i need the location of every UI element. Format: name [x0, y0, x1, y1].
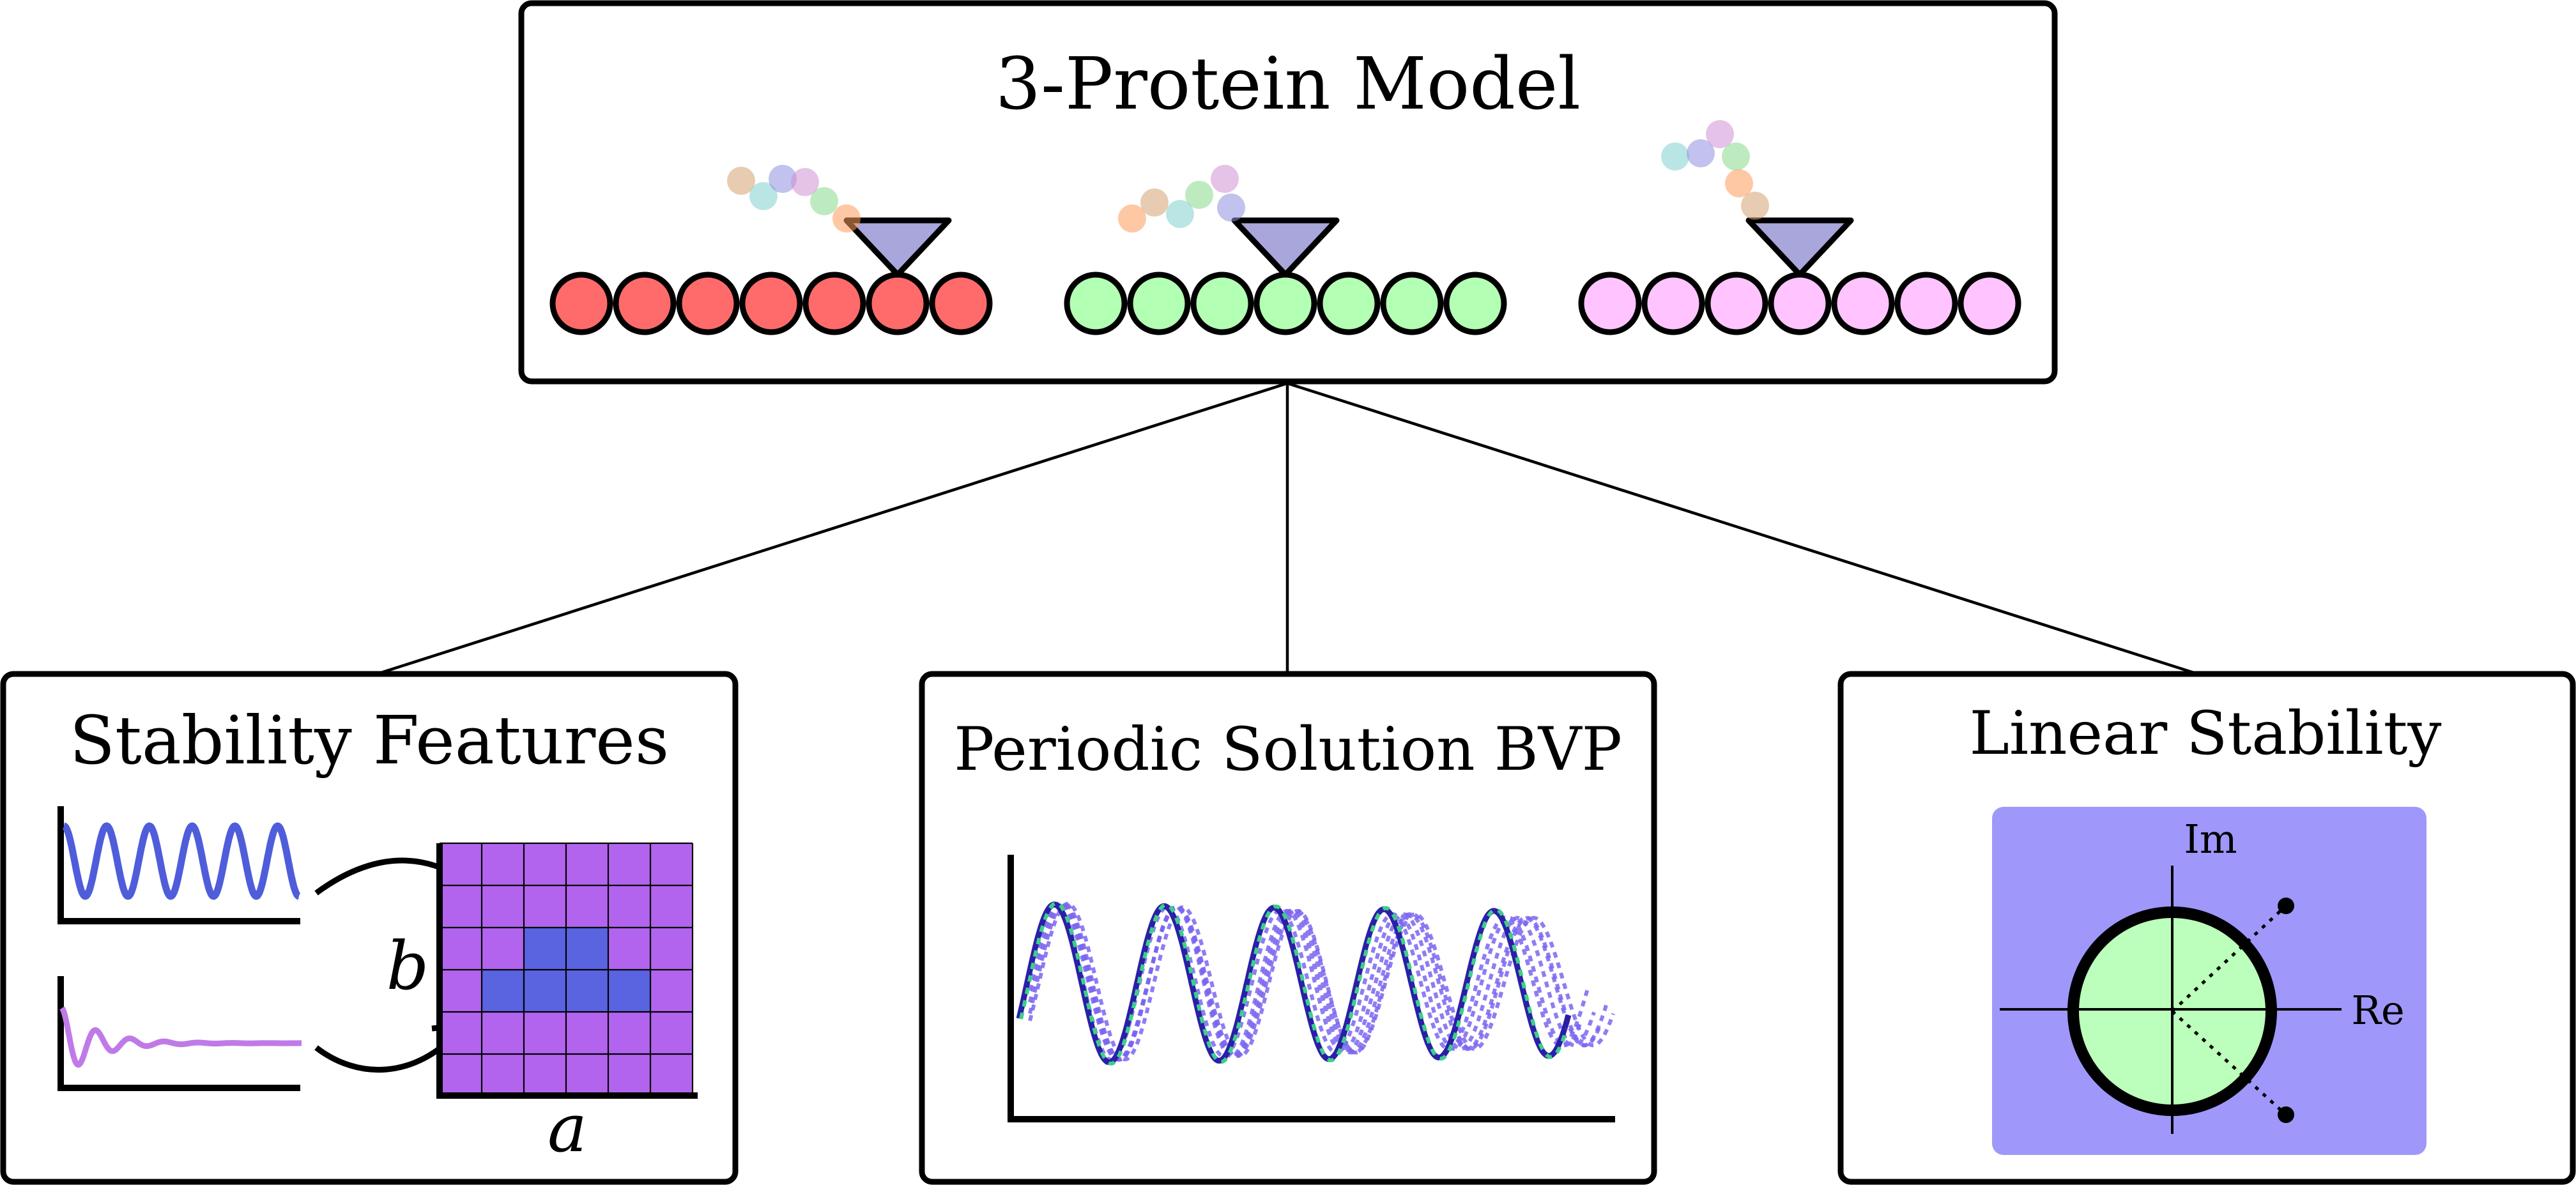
motor-protein-icon — [843, 217, 952, 278]
filament-bead — [866, 271, 930, 335]
oscillation-axes — [57, 806, 300, 924]
top-panel-title: 3-Protein Model — [995, 43, 1581, 126]
grid-cell-highlight — [566, 970, 608, 1012]
cargo-particle — [1118, 204, 1146, 233]
filament-bead — [1894, 271, 1958, 335]
cargo-particle — [1706, 120, 1734, 148]
filament-bead — [1705, 271, 1768, 335]
right-panel: Linear Stability Im Re — [1837, 671, 2576, 1185]
filaments-group — [549, 120, 2021, 335]
bvp-axes — [1008, 855, 1615, 1122]
axis-label-b: b — [387, 927, 429, 1005]
grid-cell-highlight — [566, 928, 608, 970]
filament-bead — [929, 271, 993, 335]
left-panel: Stability Features b a — [0, 671, 739, 1185]
connector-right — [1287, 381, 2198, 676]
bvp-trial-curve — [1028, 901, 1602, 1062]
middle-panel: Periodic Solution BVP — [919, 671, 1657, 1185]
motor-protein-icon — [1231, 217, 1340, 278]
connector-left — [376, 381, 1288, 676]
parameter-grid — [440, 842, 694, 1096]
filament-bead — [1127, 271, 1191, 335]
cargo-particle — [727, 167, 755, 195]
cargo-particle — [1140, 188, 1169, 217]
right-panel-title: Linear Stability — [1970, 699, 2442, 768]
cargo-particle — [1661, 142, 1689, 171]
bvp-trial-curve — [1028, 901, 1596, 1062]
filament-bead — [1254, 271, 1317, 335]
filament-bead — [1768, 271, 1832, 335]
left-panel-title: Stability Features — [70, 701, 669, 779]
cargo-particle — [1217, 194, 1245, 222]
middle-panel-title: Periodic Solution BVP — [954, 715, 1622, 784]
bvp-reference-curve — [1019, 901, 1568, 1066]
filament-bead — [802, 271, 866, 335]
cargo-particle — [1741, 192, 1769, 220]
bvp-trial-curve — [1028, 901, 1583, 1062]
filament-bead — [1958, 271, 2021, 335]
eigenvalue-upper-dot — [2278, 898, 2294, 914]
cargo-particle — [1185, 181, 1213, 209]
grid-axes — [436, 843, 698, 1099]
damped-axes — [57, 976, 300, 1091]
filament-bead — [1578, 271, 1642, 335]
damped-signal — [59, 1006, 302, 1068]
motor-protein-icon — [1745, 217, 1854, 278]
grid-cell-highlight — [608, 970, 650, 1012]
grid-cell-highlight — [482, 970, 524, 1012]
cargo-particle — [769, 165, 797, 193]
filament-bead — [1064, 271, 1128, 335]
filament-bead — [1831, 271, 1895, 335]
filament-bead — [1190, 271, 1254, 335]
grid-cell-highlight — [524, 928, 566, 970]
grid-cell-highlight — [524, 970, 566, 1012]
filament-bead — [1317, 271, 1381, 335]
cargo-particle — [1722, 142, 1750, 171]
cargo-particle — [1166, 200, 1194, 228]
cargo-particle — [832, 204, 861, 233]
im-label: Im — [2184, 816, 2237, 862]
tree-connectors — [376, 381, 2198, 676]
filament-bead — [549, 271, 613, 335]
filament-1 — [549, 165, 993, 335]
bvp-curves — [1016, 901, 1615, 1066]
cargo-particle — [749, 182, 778, 210]
cargo-particle — [1211, 165, 1239, 193]
axis-label-a: a — [548, 1089, 587, 1167]
oscillation-signal — [62, 822, 301, 900]
filament-bead — [613, 271, 677, 335]
filament-bead — [1641, 271, 1705, 335]
filament-bead — [1380, 271, 1444, 335]
cargo-particle — [1687, 139, 1715, 167]
cargo-particle — [810, 187, 838, 215]
filament-bead — [676, 271, 740, 335]
re-label: Re — [2351, 987, 2404, 1034]
filament-2 — [1064, 165, 1507, 335]
cargo-particle — [791, 168, 819, 196]
cargo-particle — [1725, 169, 1753, 197]
bvp-trial-curve — [1028, 901, 1615, 1062]
filament-3 — [1578, 120, 2021, 335]
filament-bead — [739, 271, 803, 335]
eigenvalue-lower-dot — [2278, 1106, 2294, 1123]
filament-bead — [1443, 271, 1507, 335]
top-panel: 3-Protein Model — [518, 0, 2058, 385]
